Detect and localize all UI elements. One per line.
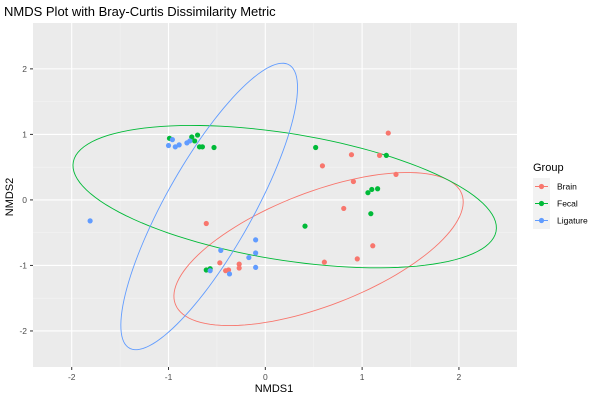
legend-label: Brain [557,182,577,192]
point-brain [385,130,391,136]
legend-key-point [538,183,545,190]
point-brain [225,267,232,273]
point-ligature [218,247,224,253]
point-fecal [383,152,389,158]
legend: Group Brain Fecal Ligature [533,162,588,229]
point-brain [393,171,399,177]
confidence-ellipses [72,62,497,351]
point-ligature [246,254,252,261]
point-brain [354,256,360,262]
x-axis-label: NMDS1 [255,383,294,395]
legend-key-point [538,200,545,207]
legend-item-fecal: Fecal [533,195,578,212]
point-fecal [369,186,375,193]
x-tick-label: 0 [263,372,268,382]
point-brain [348,152,355,158]
y-tick-label: 0 [22,195,27,205]
data-points [87,130,399,277]
chart-title: NMDS Plot with Bray-Curtis Dissimilarity… [4,4,276,19]
y-tick-label: 1 [22,129,27,139]
point-ligature [187,138,193,144]
point-fecal [203,267,209,273]
point-fecal [192,138,198,144]
point-brain [203,220,209,227]
point-ligature [165,142,172,149]
point-ligature [226,271,233,277]
legend-key-point [538,217,545,224]
point-ligature [253,250,259,256]
legend-title: Group [533,162,564,174]
point-brain [370,243,376,249]
point-brain [236,261,242,267]
point-ligature [176,142,182,148]
point-ligature [253,264,259,271]
point-brain [319,163,326,169]
point-fecal [194,132,201,138]
legend-label: Ligature [557,216,588,226]
point-ligature [87,218,93,224]
y-axis-label: NMDS2 [4,178,16,217]
point-brain [376,152,383,158]
point-brain [350,178,357,185]
panel-background [33,23,517,367]
point-brain [321,259,327,265]
point-fecal [211,144,217,151]
y-tick-label: -2 [19,326,27,336]
point-ligature [253,237,259,243]
x-tick-label: 2 [457,372,462,382]
legend-item-brain: Brain [533,178,577,195]
point-brain [217,260,223,266]
plot-panel [33,23,517,367]
point-ligature [172,144,178,150]
ellipse-brain [173,172,464,327]
legend-item-ligature: Ligature [533,212,588,229]
axes: -2 -1 0 1 2 -2 -1 0 1 2 [19,64,461,382]
grid-lines [33,23,517,367]
point-ligature [207,268,213,274]
point-fecal [302,223,308,229]
ellipse-ligature [120,62,298,351]
point-fecal [189,134,195,140]
x-tick-label: -2 [68,372,76,382]
point-ligature [169,137,175,143]
ellipse-fecal [72,124,497,269]
legend-label: Fecal [557,199,578,209]
point-fecal [199,144,205,150]
point-brain [341,205,347,212]
point-fecal [375,186,381,192]
point-fecal [365,190,371,196]
x-tick-label: -1 [165,372,173,382]
y-tick-label: 2 [22,64,27,74]
x-tick-label: 1 [360,372,365,382]
y-tick-label: -1 [19,260,27,270]
point-fecal [313,144,319,151]
point-brain [236,265,242,271]
point-fecal [368,211,374,217]
